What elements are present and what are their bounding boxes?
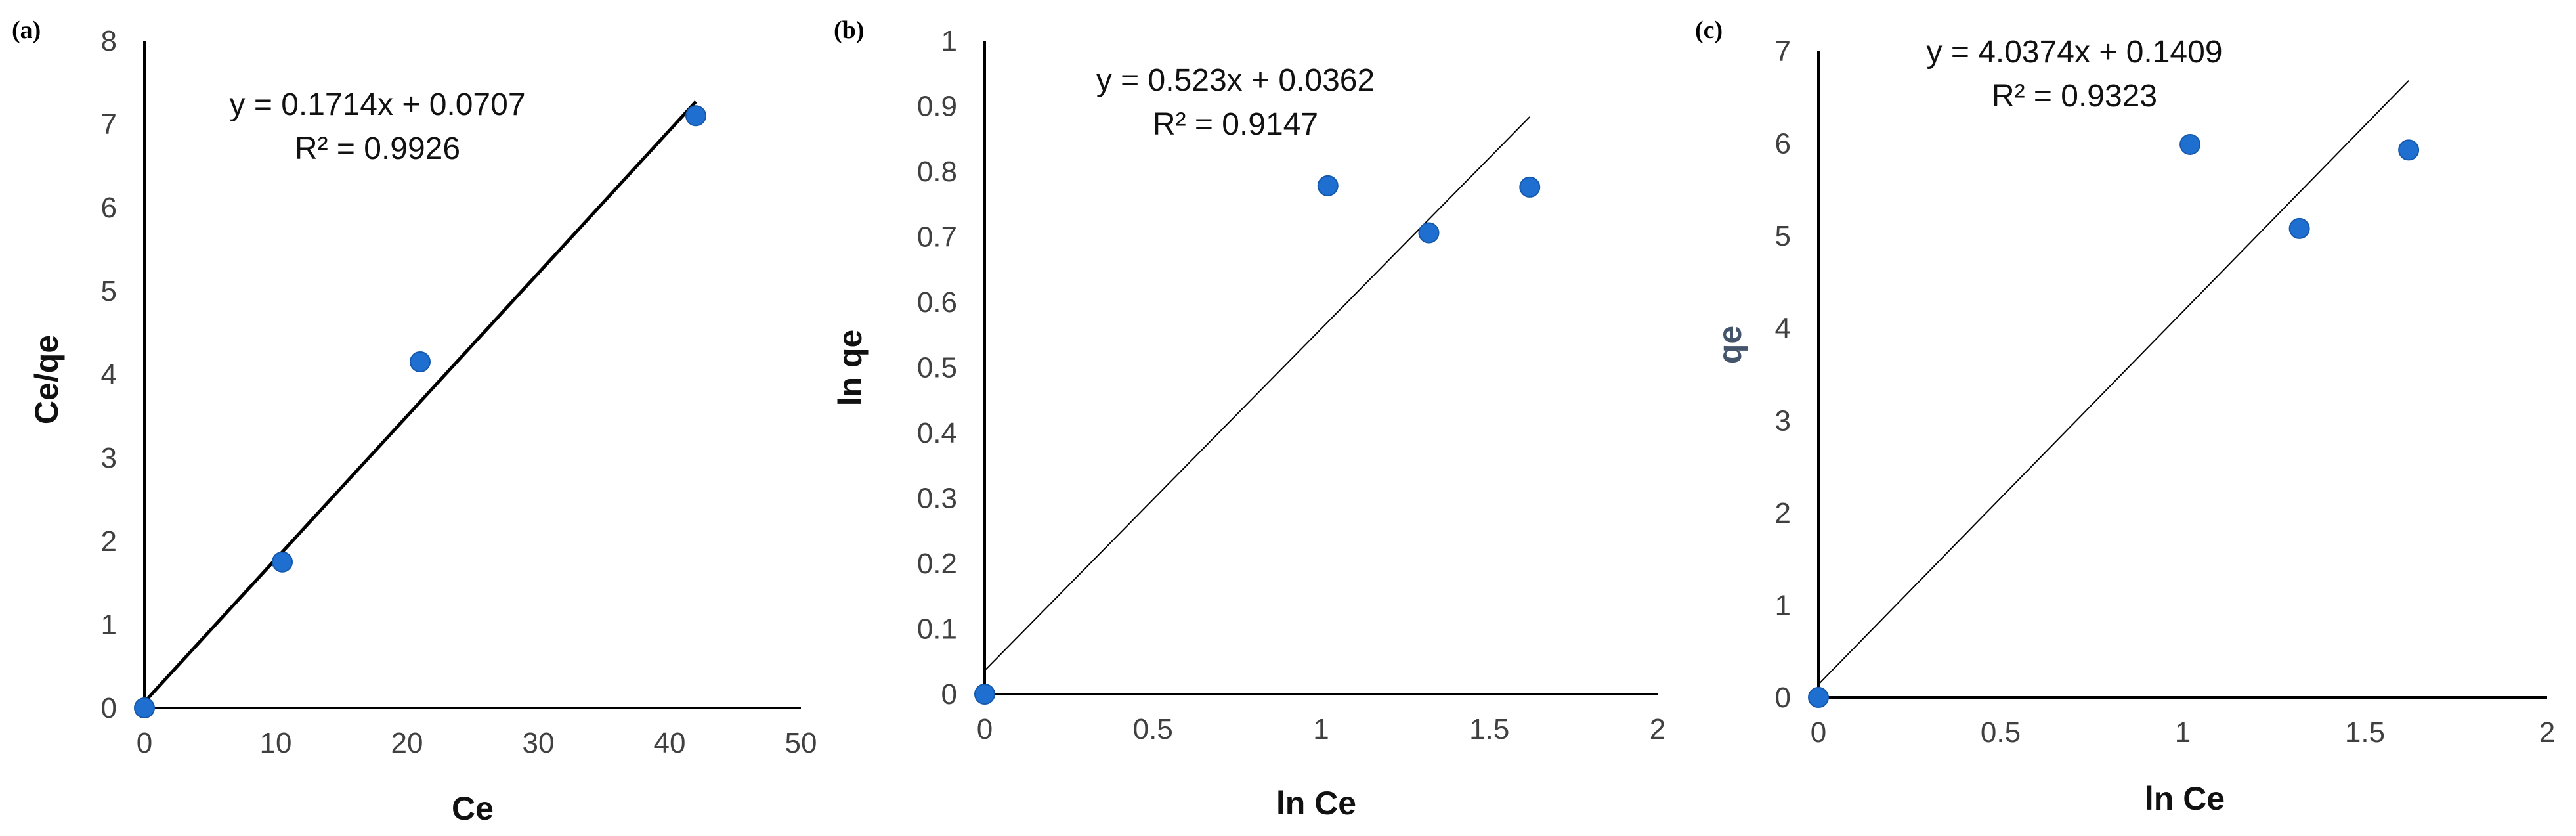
x-axis-title: Ce [452,790,494,827]
x-tick-label: 50 [785,727,817,759]
trendline-equation: y = 0.523x + 0.0362 [1096,63,1375,98]
data-point [2179,133,2201,155]
trendline [984,116,1530,671]
y-tick-label: 0.1 [917,613,957,646]
x-tick-label: 1.5 [2345,716,2385,749]
y-tick-label: 6 [101,192,117,224]
y-tick-label: 0 [941,678,957,711]
chart-panel-a: (a) y = 0.1714x + 0.0707 R² = 0.9926 Ce … [12,16,817,827]
x-tick-label: 1 [2175,716,2191,749]
y-tick-label: 5 [101,275,117,307]
y-axis-title: Ce/qe [28,335,65,424]
chart-panel-c: (c) y = 4.0374x + 0.1409 R² = 0.9323 ln … [1695,16,2555,817]
x-tick-label: 1 [1313,713,1329,745]
y-tick-label: 0.2 [917,548,957,580]
r-squared-label: R² = 0.9147 [1153,107,1318,142]
x-axis-title: ln Ce [2145,780,2225,817]
x-tick-label: 0 [1811,716,1826,749]
r-squared-label: R² = 0.9323 [1992,79,2157,114]
y-tick-label: 7 [101,108,117,141]
data-point [2398,139,2420,161]
y-tick-label: 2 [1775,497,1791,529]
trendline [143,100,697,703]
y-tick-label: 6 [1775,128,1791,160]
y-tick-label: 1 [1775,589,1791,621]
y-tick-label: 1 [101,609,117,641]
x-tick-label: 0.5 [1133,713,1173,745]
y-tick-label: 1 [941,25,957,57]
x-tick-label: 0 [977,713,993,745]
data-point [1418,222,1440,244]
y-tick-label: 0.3 [917,483,957,515]
y-tick-label: 0.8 [917,156,957,188]
y-tick-label: 7 [1775,35,1791,68]
y-tick-label: 5 [1775,220,1791,252]
data-point [1317,175,1339,196]
y-tick-label: 8 [101,25,117,57]
x-tick-label: 10 [260,727,292,759]
data-point [1519,176,1541,198]
x-tick-label: 20 [391,727,423,759]
trendline-equation: y = 4.0374x + 0.1409 [1926,35,2222,70]
panel-label: (a) [12,16,41,44]
data-point [974,684,995,705]
data-point [134,697,155,718]
data-point [685,105,706,127]
data-point [1808,687,1829,708]
y-axis-title: ln qe [832,330,869,407]
r-squared-label: R² = 0.9926 [295,131,460,166]
x-tick-label: 2 [1650,713,1665,745]
y-tick-label: 3 [101,442,117,474]
y-tick-label: 0 [101,692,117,724]
y-tick-label: 3 [1775,405,1791,437]
y-tick-label: 0 [1775,682,1791,714]
x-axis-title: ln Ce [1276,785,1356,822]
y-tick-label: 0.6 [917,286,957,319]
x-tick-label: 0 [137,727,152,759]
y-tick-label: 4 [101,359,117,391]
x-tick-label: 40 [654,727,686,759]
y-tick-label: 0.9 [917,91,957,123]
trendline-equation: y = 0.1714x + 0.0707 [229,87,525,122]
y-tick-label: 0.4 [917,417,957,449]
x-tick-label: 0.5 [1981,716,2021,749]
y-tick-label: 2 [101,525,117,558]
x-tick-label: 1.5 [1469,713,1509,745]
x-tick-label: 2 [2539,716,2555,749]
chart-panel-b: (b) y = 0.523x + 0.0362 R² = 0.9147 ln C… [832,16,1665,822]
x-tick-label: 30 [523,727,555,759]
panel-label: (c) [1695,16,1723,44]
y-tick-label: 4 [1775,313,1791,345]
data-point [410,351,431,372]
data-point [2288,217,2310,239]
y-tick-label: 0.5 [917,352,957,384]
trendline [1818,80,2409,685]
y-tick-label: 0.7 [917,221,957,253]
panel-label: (b) [834,16,864,44]
y-axis-title: qe [1711,326,1748,364]
data-point [272,551,293,573]
